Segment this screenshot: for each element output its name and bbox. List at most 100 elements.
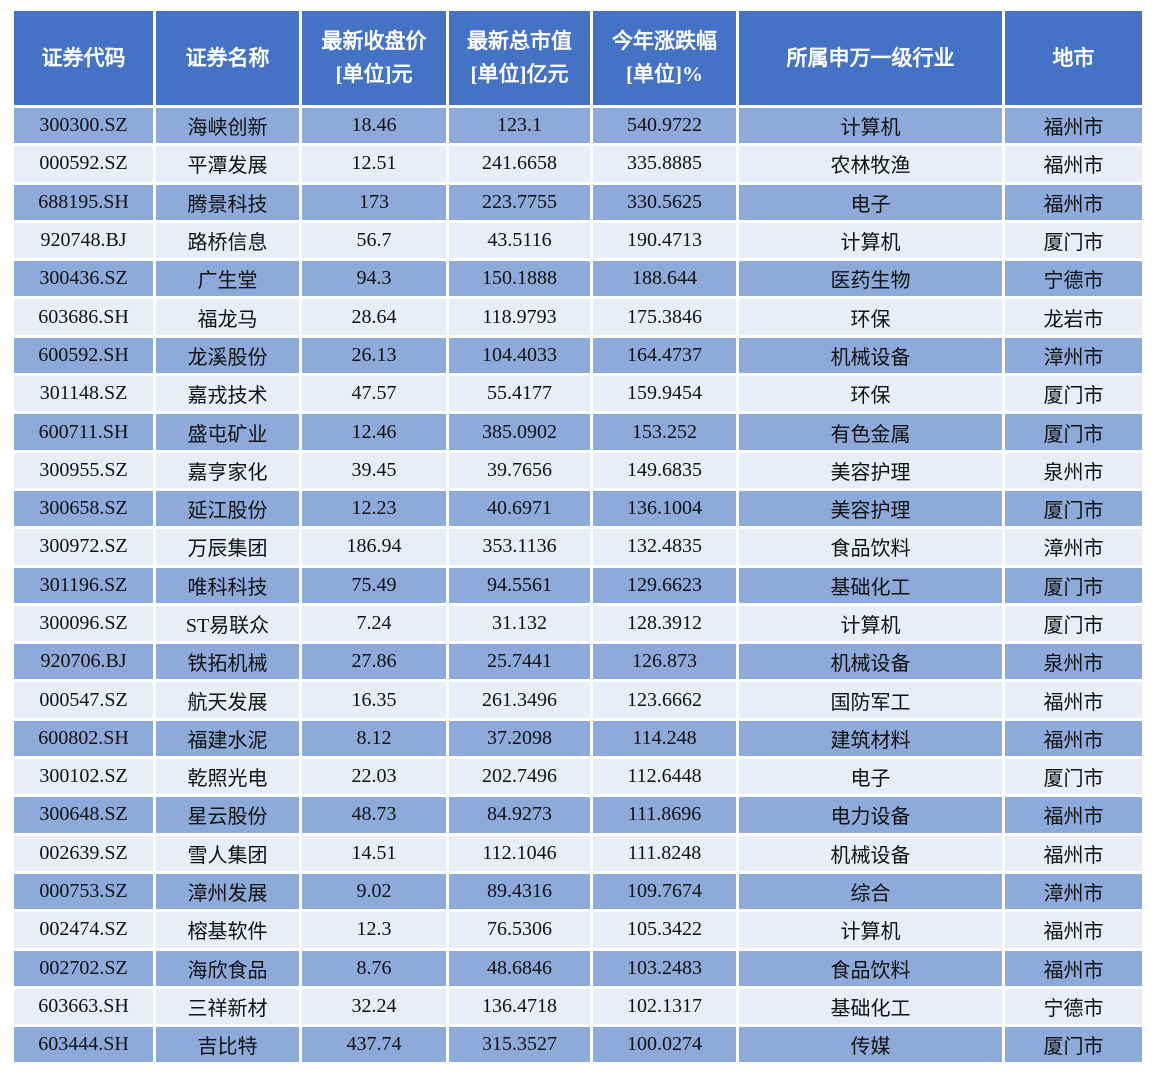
cell-close_price: 48.73 <box>302 797 446 833</box>
cell-code: 002702.SZ <box>14 950 153 986</box>
table-row: 300096.SZ ST易联众 7.24 31.132 128.3912 计算机 厦门市 <box>14 605 1142 642</box>
cell-name: 三祥新材 <box>156 988 299 1025</box>
cell-code: 920706.BJ <box>14 644 153 680</box>
cell-market_cap: 261.3496 <box>449 682 590 718</box>
cell-ytd_change: 112.6448 <box>593 759 736 795</box>
cell-code: 300436.SZ <box>14 261 153 297</box>
cell-city: 厦门市 <box>1005 1027 1142 1063</box>
table-row: 300955.SZ 嘉亨家化 39.45 39.7656 149.6835 美容护理 泉州市 <box>14 452 1142 488</box>
cell-close_price: 9.02 <box>302 873 446 910</box>
cell-code: 002639.SZ <box>14 835 153 871</box>
cell-city: 福州市 <box>1005 797 1142 833</box>
cell-code: 301148.SZ <box>14 376 153 412</box>
cell-city: 厦门市 <box>1005 605 1142 642</box>
cell-name: 盛屯矿业 <box>156 414 299 450</box>
cell-city: 漳州市 <box>1005 529 1142 565</box>
cell-close_price: 186.94 <box>302 529 446 565</box>
cell-city: 福州市 <box>1005 912 1142 948</box>
cell-city: 漳州市 <box>1005 873 1142 910</box>
cell-industry: 美容护理 <box>739 490 1002 527</box>
cell-code: 300972.SZ <box>14 529 153 565</box>
cell-ytd_change: 132.4835 <box>593 529 736 565</box>
cell-name: 航天发展 <box>156 682 299 718</box>
cell-name: ST易联众 <box>156 605 299 642</box>
cell-name: 海峡创新 <box>156 108 299 144</box>
cell-name: 腾景科技 <box>156 184 299 220</box>
table-row: 301196.SZ 唯科科技 75.49 94.5561 129.6623 基础化工 厦门市 <box>14 567 1142 603</box>
cell-close_price: 12.23 <box>302 490 446 527</box>
table-row: 000592.SZ 平潭发展 12.51 241.6658 335.8885 农林牧渔 福州… <box>14 146 1142 182</box>
cell-code: 301196.SZ <box>14 567 153 603</box>
cell-ytd_change: 175.3846 <box>593 299 736 335</box>
cell-industry: 建筑材料 <box>739 720 1002 757</box>
cell-market_cap: 241.6658 <box>449 146 590 182</box>
cell-ytd_change: 136.1004 <box>593 490 736 527</box>
table-row: 920748.BJ 路桥信息 56.7 43.5116 190.4713 计算机 厦门市 <box>14 222 1142 259</box>
cell-name: 榕基软件 <box>156 912 299 948</box>
cell-name: 星云股份 <box>156 797 299 833</box>
cell-name: 龙溪股份 <box>156 337 299 374</box>
cell-name: 广生堂 <box>156 261 299 297</box>
cell-market_cap: 89.4316 <box>449 873 590 910</box>
cell-name: 福建水泥 <box>156 720 299 757</box>
cell-code: 300658.SZ <box>14 490 153 527</box>
cell-ytd_change: 129.6623 <box>593 567 736 603</box>
cell-industry: 计算机 <box>739 912 1002 948</box>
cell-ytd_change: 126.873 <box>593 644 736 680</box>
header-code: 证券代码 <box>14 11 153 105</box>
header-close-price: 最新收盘价 [单位]元 <box>302 11 446 105</box>
table-row: 600711.SH 盛屯矿业 12.46 385.0902 153.252 有色金属 厦门市 <box>14 414 1142 450</box>
cell-ytd_change: 540.9722 <box>593 108 736 144</box>
cell-code: 002474.SZ <box>14 912 153 948</box>
cell-name: 乾照光电 <box>156 759 299 795</box>
cell-industry: 计算机 <box>739 108 1002 144</box>
cell-close_price: 28.64 <box>302 299 446 335</box>
cell-industry: 环保 <box>739 376 1002 412</box>
cell-city: 厦门市 <box>1005 414 1142 450</box>
cell-close_price: 173 <box>302 184 446 220</box>
table-row: 002474.SZ 榕基软件 12.3 76.5306 105.3422 计算机 福州市 <box>14 912 1142 948</box>
cell-market_cap: 37.2098 <box>449 720 590 757</box>
cell-city: 福州市 <box>1005 146 1142 182</box>
cell-industry: 基础化工 <box>739 988 1002 1025</box>
cell-ytd_change: 188.644 <box>593 261 736 297</box>
table-row: 688195.SH 腾景科技 173 223.7755 330.5625 电子 福州市 <box>14 184 1142 220</box>
table-row: 300436.SZ 广生堂 94.3 150.1888 188.644 医药生物 宁德市 <box>14 261 1142 297</box>
table-row: 600802.SH 福建水泥 8.12 37.2098 114.248 建筑材料 福州市 <box>14 720 1142 757</box>
stock-table: 证券代码 证券名称 最新收盘价 [单位]元 最新总市值 [单位]亿元 今年涨跌幅… <box>11 8 1145 1065</box>
table-body: 300300.SZ 海峡创新 18.46 123.1 540.9722 计算机 福州市 000… <box>14 108 1142 1063</box>
cell-city: 宁德市 <box>1005 988 1142 1025</box>
cell-ytd_change: 105.3422 <box>593 912 736 948</box>
header-ytd-change: 今年涨跌幅 [单位]% <box>593 11 736 105</box>
cell-industry: 传媒 <box>739 1027 1002 1063</box>
cell-market_cap: 40.6971 <box>449 490 590 527</box>
cell-industry: 国防军工 <box>739 682 1002 718</box>
cell-code: 603686.SH <box>14 299 153 335</box>
cell-market_cap: 136.4718 <box>449 988 590 1025</box>
cell-industry: 基础化工 <box>739 567 1002 603</box>
cell-code: 300300.SZ <box>14 108 153 144</box>
cell-ytd_change: 111.8696 <box>593 797 736 833</box>
cell-code: 600592.SH <box>14 337 153 374</box>
cell-close_price: 12.46 <box>302 414 446 450</box>
cell-city: 福州市 <box>1005 184 1142 220</box>
cell-market_cap: 118.9793 <box>449 299 590 335</box>
cell-ytd_change: 100.0274 <box>593 1027 736 1063</box>
header-row: 证券代码 证券名称 最新收盘价 [单位]元 最新总市值 [单位]亿元 今年涨跌幅… <box>14 11 1142 105</box>
table-row: 920706.BJ 铁拓机械 27.86 25.7441 126.873 机械设备 泉州市 <box>14 644 1142 680</box>
cell-market_cap: 104.4033 <box>449 337 590 374</box>
cell-industry: 计算机 <box>739 605 1002 642</box>
cell-industry: 食品饮料 <box>739 950 1002 986</box>
cell-ytd_change: 111.8248 <box>593 835 736 871</box>
cell-name: 海欣食品 <box>156 950 299 986</box>
table-row: 600592.SH 龙溪股份 26.13 104.4033 164.4737 机械设备 漳州… <box>14 337 1142 374</box>
cell-code: 000592.SZ <box>14 146 153 182</box>
table-row: 000753.SZ 漳州发展 9.02 89.4316 109.7674 综合 漳州市 <box>14 873 1142 910</box>
cell-city: 厦门市 <box>1005 490 1142 527</box>
cell-close_price: 16.35 <box>302 682 446 718</box>
cell-name: 平潭发展 <box>156 146 299 182</box>
cell-ytd_change: 123.6662 <box>593 682 736 718</box>
cell-city: 厦门市 <box>1005 222 1142 259</box>
